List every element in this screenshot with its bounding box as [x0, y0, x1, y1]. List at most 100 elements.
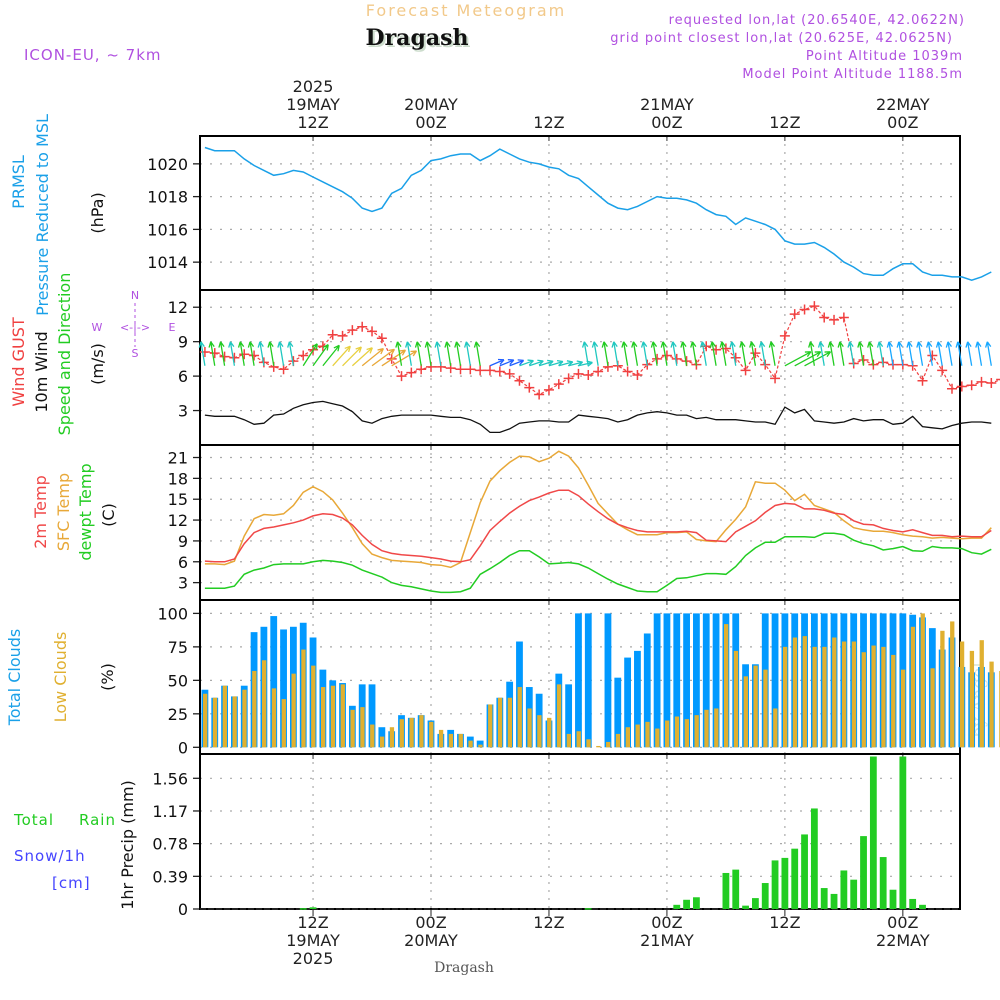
low-clouds-bar: [891, 654, 896, 748]
gust-marker: [298, 350, 309, 361]
gust-marker: [789, 309, 800, 320]
top-axis-label: 22MAY: [876, 95, 930, 114]
wind-arrow-icon: [332, 345, 351, 367]
gust-marker: [249, 350, 260, 361]
wind-gust-label: Wind GUST: [9, 317, 28, 407]
point-altitude: Point Altitude 1039m: [806, 49, 963, 64]
gust-marker: [376, 333, 387, 344]
wind-arrow-icon: [473, 341, 481, 366]
rain-bar: [840, 870, 848, 909]
gust-marker: [661, 350, 672, 361]
rain-bar: [771, 860, 779, 909]
gust-marker: [219, 351, 230, 362]
wind-arrow-icon: [381, 349, 407, 367]
rain-bar: [781, 857, 789, 909]
wind-arrow-icon: [548, 359, 564, 367]
wind-arrow-icon: [784, 351, 812, 367]
wind-arrow-icon: [342, 346, 362, 367]
gust-marker: [956, 381, 967, 392]
low-clouds-bar: [704, 709, 709, 748]
total-clouds-bar: [693, 613, 700, 748]
low-clouds-bar: [782, 646, 788, 748]
low-clouds-bar: [488, 704, 493, 748]
gust-marker: [976, 376, 987, 387]
low-clouds-bar: [684, 719, 689, 748]
wind-arrow-icon: [395, 341, 403, 366]
total-clouds-bar: [653, 613, 661, 748]
rain-bar: [683, 899, 690, 909]
y-tick-label: 6: [178, 553, 188, 572]
low-clouds-bar: [281, 699, 286, 748]
wind-arrow-icon: [758, 341, 766, 366]
wind-arrow-icon: [680, 341, 688, 366]
low-clouds-bar: [763, 669, 768, 748]
low-clouds-bar: [861, 652, 866, 748]
low-clouds-bar: [606, 741, 611, 748]
low-clouds-bar: [497, 697, 503, 748]
compass-w: W: [92, 321, 103, 334]
total-clouds-bar: [712, 613, 720, 748]
low-clouds-bar: [232, 696, 237, 748]
low-clouds-bar: [537, 715, 542, 748]
low-clouds-bar: [950, 621, 955, 748]
wind-arrow-icon: [322, 344, 340, 367]
total-clouds-bar: [702, 613, 710, 748]
wind-arrow-icon: [601, 341, 609, 366]
pressure-label-desc: Pressure Reduced to MSL: [33, 114, 52, 316]
wind-arrow-icon: [228, 341, 236, 366]
gust-marker: [779, 330, 790, 341]
gust-marker: [534, 389, 545, 400]
low-clouds-bar: [458, 733, 463, 748]
y-tick-label: 75: [168, 638, 188, 657]
wind-arrow-icon: [699, 341, 707, 366]
bottom-axis-label: 20MAY: [404, 931, 458, 950]
precip-total-label: Total: [13, 811, 54, 829]
low-clouds-bar: [871, 645, 876, 748]
low-clouds-bar: [930, 668, 935, 748]
rain-bar: [810, 808, 818, 909]
gust-marker: [573, 368, 584, 379]
gust-marker: [819, 312, 830, 323]
low-clouds-bar: [468, 740, 473, 748]
wind-arrow-icon: [935, 341, 943, 366]
low-clouds-bar: [330, 685, 336, 748]
wind-arrow-icon: [611, 341, 619, 366]
y-tick-label: 9: [178, 333, 188, 352]
gust-marker: [229, 352, 240, 363]
y-tick-label: 1018: [147, 188, 188, 207]
wind-arrow-icon: [218, 341, 226, 366]
gust-marker: [986, 378, 997, 388]
gust-marker: [917, 375, 928, 386]
y-tick-label: 12: [168, 298, 188, 317]
precip-rain-label: Rain: [79, 811, 116, 829]
wind-arrow-icon: [538, 359, 554, 367]
low-clouds-bar: [674, 716, 680, 748]
y-tick-label: 1.17: [152, 802, 188, 821]
total-clouds-bar: [634, 650, 641, 748]
bottom-axis-label: 22MAY: [876, 931, 930, 950]
bottom-axis-label: 12Z: [533, 913, 564, 932]
y-tick-label: 0: [178, 900, 188, 919]
wind-arrow-icon: [749, 341, 757, 366]
gust-marker: [622, 366, 633, 377]
super-title: Forecast Meteogram: [366, 1, 566, 20]
wind-arrow-icon: [876, 341, 884, 366]
wind-arrow-icon: [287, 341, 295, 366]
low-clouds-bar: [596, 745, 601, 748]
wind-10m-line: [204, 400, 992, 434]
low-clouds-bar: [340, 684, 345, 748]
top-axis-label: 12Z: [533, 113, 564, 132]
wind-arrow-icon: [434, 341, 442, 366]
gust-marker: [632, 369, 643, 380]
low-clouds-bar: [399, 719, 404, 748]
gust-marker: [396, 371, 407, 382]
low-clouds-bar: [851, 641, 857, 748]
temp-2m-label: 2m Temp: [31, 475, 50, 549]
wind-arrow-icon: [499, 359, 515, 367]
model-label: ICON-EU, ~ 7km: [24, 46, 162, 64]
top-axis-label: 19MAY: [286, 95, 340, 114]
low-clouds-bar: [566, 733, 572, 748]
wind-arrow-icon: [739, 341, 747, 366]
wind-arrow-icon: [650, 341, 658, 366]
